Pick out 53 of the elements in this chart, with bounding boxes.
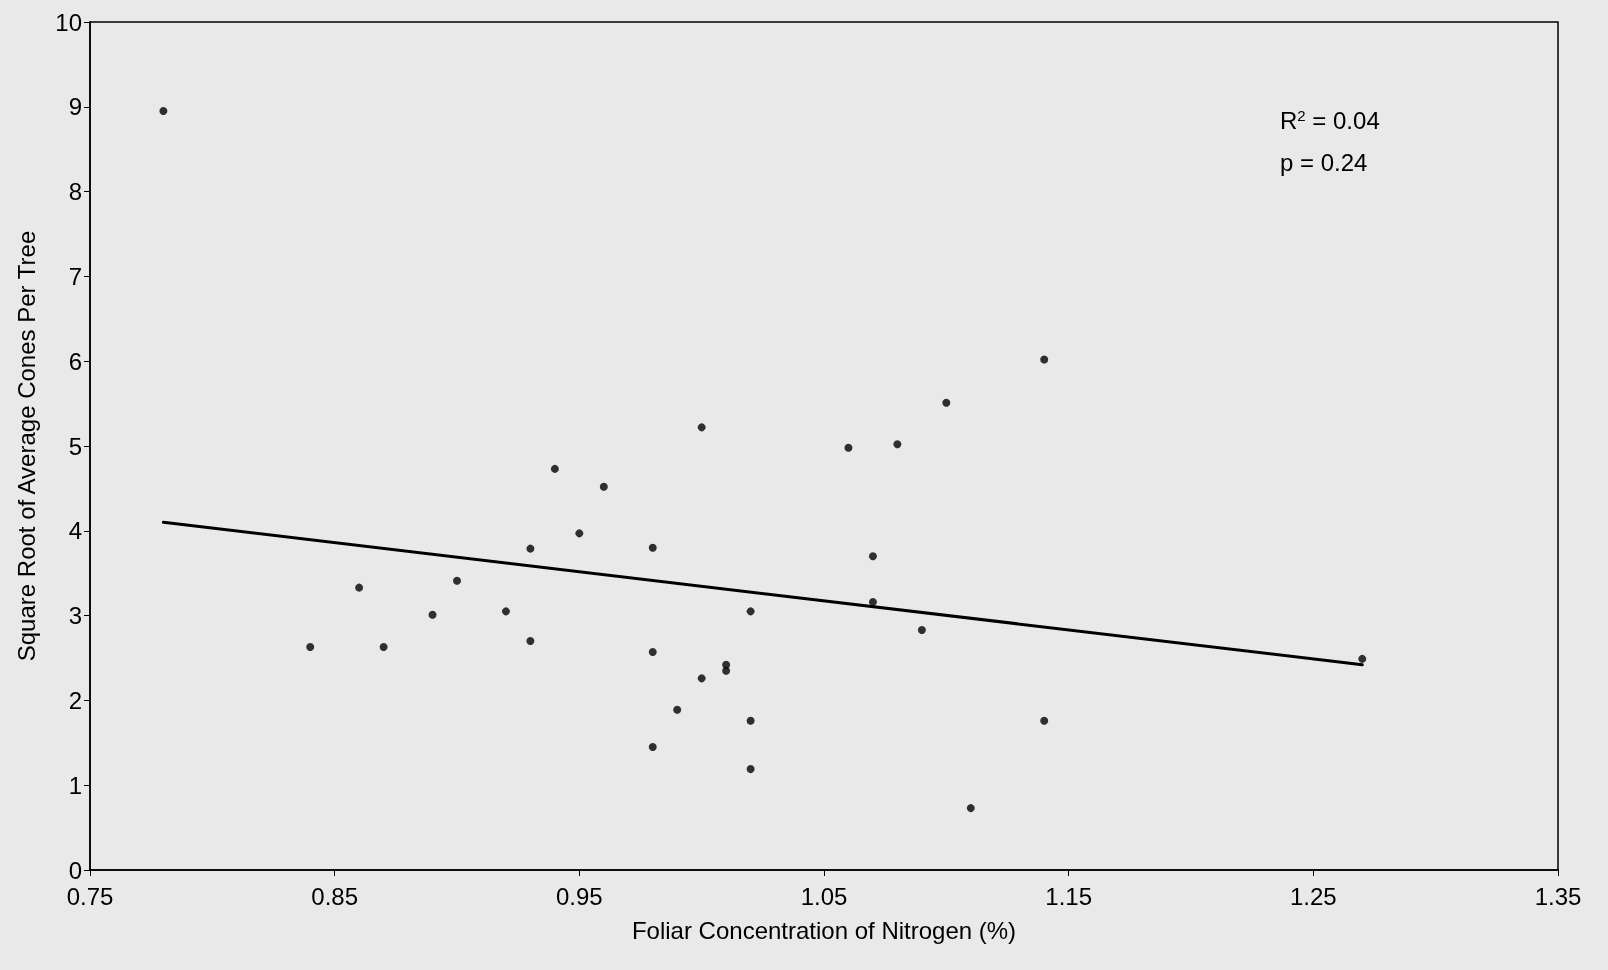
annotation: p = 0.24 <box>1280 148 1368 176</box>
y-axis-title: Square Root of Average Cones Per Tree <box>12 230 40 662</box>
point <box>599 482 608 491</box>
point <box>697 674 706 683</box>
point <box>648 543 657 552</box>
point <box>1040 716 1049 725</box>
x-tick-label: 0.75 <box>66 882 114 910</box>
y-tick-label: 5 <box>68 432 82 460</box>
point <box>673 705 682 714</box>
point <box>648 648 657 657</box>
point <box>917 626 926 635</box>
y-tick-label: 4 <box>68 517 82 545</box>
point <box>966 804 975 813</box>
point <box>159 107 168 116</box>
y-tick-label: 9 <box>68 93 82 121</box>
point <box>844 443 853 452</box>
point <box>722 666 731 675</box>
y-tick-label: 1 <box>68 771 82 799</box>
y-tick-label: 7 <box>68 262 82 290</box>
y-tick-label: 8 <box>68 178 82 206</box>
point <box>575 529 584 538</box>
point <box>746 716 755 725</box>
point <box>746 607 755 616</box>
point <box>746 765 755 774</box>
y-tick-label: 10 <box>55 8 82 36</box>
point <box>526 637 535 646</box>
point <box>550 464 559 473</box>
x-tick-label: 1.15 <box>1045 882 1093 910</box>
point <box>868 552 877 561</box>
point <box>942 398 951 407</box>
x-tick-label: 0.95 <box>555 882 603 910</box>
point <box>868 598 877 607</box>
y-tick-label: 3 <box>68 602 82 630</box>
point <box>379 642 388 651</box>
x-tick-label: 0.85 <box>311 882 359 910</box>
x-axis-title: Foliar Concentration of Nitrogen (%) <box>631 916 1017 944</box>
point <box>1040 355 1049 364</box>
point <box>893 440 902 449</box>
point <box>648 743 657 752</box>
x-tick-label: 1.35 <box>1534 882 1582 910</box>
point <box>453 576 461 585</box>
point <box>306 642 315 651</box>
y-tick-label: 6 <box>68 347 82 375</box>
point <box>697 423 706 432</box>
point <box>1358 654 1367 663</box>
x-tick-label: 1.05 <box>800 882 848 910</box>
point <box>526 544 535 553</box>
point <box>355 583 364 592</box>
x-tick-label: 1.25 <box>1289 882 1337 910</box>
point <box>501 607 510 616</box>
y-tick-label: 0 <box>68 856 82 884</box>
y-tick-label: 2 <box>68 686 82 714</box>
point <box>428 610 437 619</box>
